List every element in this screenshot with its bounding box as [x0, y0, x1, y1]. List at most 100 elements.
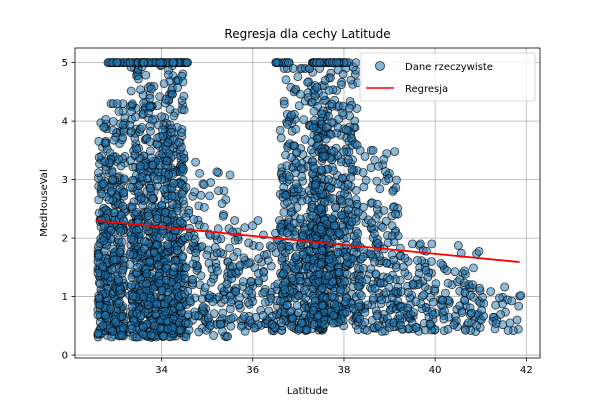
data-point [500, 282, 510, 292]
data-point [291, 264, 301, 274]
data-point [99, 122, 109, 132]
data-point [324, 175, 334, 184]
data-point [189, 215, 199, 224]
data-point [403, 287, 413, 297]
data-point [143, 300, 153, 310]
data-point [112, 58, 122, 67]
data-point [355, 145, 365, 155]
data-point [317, 283, 327, 293]
data-point [496, 309, 506, 319]
data-point [353, 325, 363, 335]
data-point [275, 125, 285, 135]
data-point [317, 246, 327, 256]
data-point [203, 313, 213, 323]
data-point [194, 327, 204, 337]
data-point [244, 258, 254, 268]
data-point [297, 171, 307, 181]
data-point [126, 156, 135, 165]
data-point [329, 299, 339, 309]
data-point [191, 248, 201, 258]
data-point [334, 114, 344, 124]
data-point [280, 285, 290, 294]
y-tick-label: 2 [62, 234, 68, 245]
data-point [279, 99, 289, 109]
data-point [94, 293, 104, 303]
data-point [370, 155, 380, 165]
data-point [116, 227, 125, 236]
data-point [514, 301, 524, 311]
data-point [303, 78, 313, 87]
data-point [367, 218, 377, 228]
x-axis-label: Latitude [287, 386, 328, 397]
x-tick-label: 34 [155, 365, 168, 376]
data-point [149, 247, 159, 257]
data-point [491, 319, 501, 328]
data-point [142, 222, 152, 232]
data-point [465, 290, 475, 300]
data-point [426, 257, 436, 266]
data-point [134, 224, 144, 234]
data-point [205, 321, 215, 331]
data-point [150, 321, 159, 331]
data-point [286, 321, 296, 331]
data-point [106, 304, 115, 314]
data-point [440, 288, 450, 298]
data-point [477, 305, 487, 315]
data-point [116, 289, 125, 299]
data-point [244, 286, 254, 296]
data-point [183, 319, 193, 329]
data-point [148, 160, 158, 170]
data-point [461, 325, 471, 335]
data-point [118, 133, 127, 143]
data-point [146, 153, 156, 163]
data-point [478, 292, 487, 302]
data-point [131, 112, 140, 122]
data-point [114, 298, 124, 308]
data-point [125, 120, 135, 130]
data-point [294, 101, 304, 111]
data-point [179, 154, 189, 164]
data-point [336, 80, 346, 90]
y-axis-label: MedHouseVal [39, 169, 50, 236]
data-point [215, 319, 225, 329]
data-point [358, 168, 368, 177]
data-point [145, 101, 155, 111]
x-tick-label: 42 [520, 365, 533, 376]
data-point [246, 276, 256, 286]
data-point [442, 266, 452, 276]
data-point [145, 257, 155, 267]
data-point [327, 292, 337, 302]
data-point [182, 58, 192, 67]
data-point [298, 231, 308, 241]
data-point [384, 174, 394, 184]
data-point [309, 106, 319, 116]
data-point [495, 293, 504, 303]
data-point [127, 99, 137, 109]
data-point [180, 274, 190, 284]
data-point [377, 326, 387, 336]
data-point [151, 309, 161, 319]
data-point [260, 287, 269, 297]
data-point [281, 190, 291, 200]
data-point [116, 161, 126, 171]
data-point [282, 161, 292, 171]
data-point [95, 279, 105, 289]
data-point [271, 58, 281, 67]
data-point [94, 208, 104, 218]
data-point [93, 328, 103, 338]
data-point [292, 147, 302, 157]
data-point [236, 321, 246, 331]
data-point [152, 175, 162, 184]
data-point [145, 93, 155, 103]
data-point [135, 161, 145, 171]
data-point [344, 103, 354, 113]
data-point [281, 150, 290, 160]
data-point [127, 324, 137, 334]
data-point [338, 69, 348, 79]
data-point [316, 225, 326, 234]
data-point [107, 186, 116, 196]
data-point [377, 295, 387, 305]
data-point [328, 193, 338, 203]
data-point [281, 75, 291, 85]
data-point [239, 311, 249, 321]
